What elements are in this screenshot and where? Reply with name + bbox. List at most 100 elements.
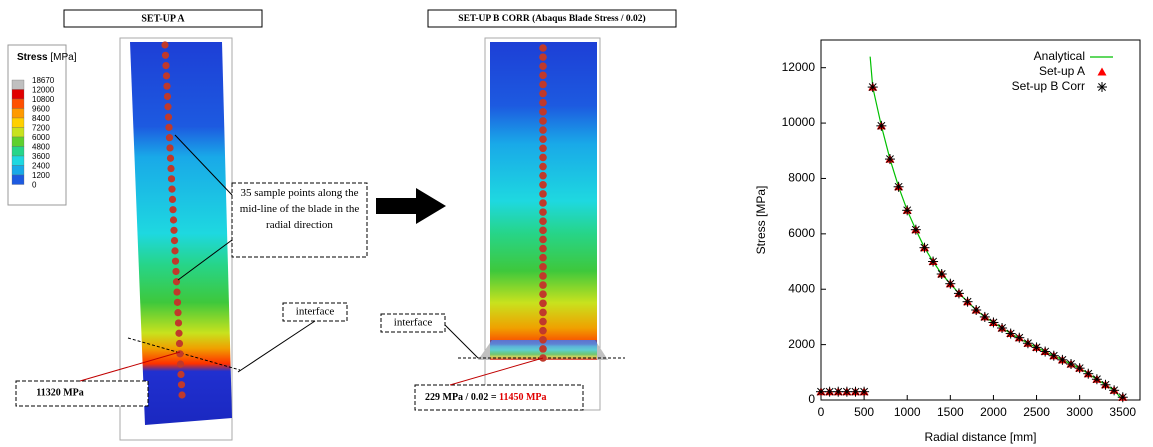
- sample-dot: [175, 330, 182, 337]
- sample-dot: [176, 340, 183, 347]
- legend-value: 7200: [32, 124, 50, 133]
- y-tick-label: 6000: [788, 226, 815, 240]
- leader: [238, 321, 315, 372]
- data-point: [902, 205, 912, 215]
- data-point: [894, 182, 904, 192]
- figure: SET-UP A SET-UP B CORR (Abaqus Blade Str…: [0, 0, 1153, 447]
- interface-label: interface: [394, 317, 433, 329]
- legend-value: 10800: [32, 95, 55, 104]
- legend-value: 12000: [32, 86, 55, 95]
- legend-label: Set-up B Corr: [1012, 79, 1085, 93]
- data-point: [1101, 380, 1111, 390]
- sample-dot: [168, 186, 175, 193]
- y-tick-label: 12000: [782, 60, 816, 74]
- interface-label: interface: [296, 306, 335, 318]
- y-tick-label: 8000: [788, 171, 815, 185]
- sample-dot: [163, 83, 170, 90]
- analytical-line: [870, 57, 1123, 400]
- data-point: [1075, 363, 1085, 373]
- legend-label: Set-up A: [1039, 64, 1085, 78]
- x-tick-label: 1000: [894, 405, 921, 419]
- data-point: [876, 121, 886, 131]
- data-point: [1109, 385, 1119, 395]
- diagram: SET-UP A SET-UP B CORR (Abaqus Blade Str…: [8, 10, 676, 440]
- sample-dot: [539, 309, 547, 317]
- data-point: [928, 257, 938, 267]
- data-point: [963, 297, 973, 307]
- sample-dot: [165, 124, 172, 131]
- sample-dot: [539, 272, 547, 280]
- legend-value: 3600: [32, 152, 50, 161]
- sample-dot: [169, 206, 176, 213]
- callout: 35 sample points along the mid-line of t…: [234, 185, 365, 255]
- data-point: [885, 154, 895, 164]
- contour-legend-title: Stress [MPa]: [17, 52, 77, 63]
- legend-swatch: [12, 128, 24, 138]
- sample-dot: [173, 288, 180, 295]
- plot-frame: [821, 40, 1140, 400]
- sample-dot: [168, 175, 175, 182]
- legend-swatch: [12, 99, 24, 109]
- data-point: [850, 387, 860, 397]
- sample-dot: [539, 299, 547, 307]
- y-tick-label: 2000: [788, 337, 815, 351]
- sample-dot: [167, 165, 174, 172]
- data-point: [868, 82, 878, 92]
- sample-dot: [178, 381, 185, 388]
- sample-dot: [165, 113, 172, 120]
- sample-dot: [539, 126, 547, 134]
- sample-dot: [174, 309, 181, 316]
- sample-dot: [539, 327, 547, 335]
- setup-b-result: 11450 MPa: [499, 392, 547, 403]
- sample-dot: [539, 281, 547, 289]
- data-point: [833, 387, 843, 397]
- data-point: [1049, 351, 1059, 361]
- sample-dot: [539, 163, 547, 171]
- data-point: [911, 225, 921, 235]
- data-point: [1083, 369, 1093, 379]
- sample-dot: [177, 361, 184, 368]
- sample-dot: [172, 268, 179, 275]
- data-point: [937, 269, 947, 279]
- sample-dot: [539, 90, 547, 98]
- legend-value: 8400: [32, 114, 50, 123]
- legend-value: 9600: [32, 105, 50, 114]
- sample-dot: [539, 181, 547, 189]
- sample-dot: [539, 117, 547, 125]
- sample-dot: [539, 217, 547, 225]
- data-point: [988, 317, 998, 327]
- legend-value: 18670: [32, 76, 55, 85]
- data-point: [1023, 338, 1033, 348]
- sample-dot: [175, 319, 182, 326]
- legend-swatch: [12, 166, 24, 176]
- data-point: [859, 387, 869, 397]
- sample-dot: [178, 391, 185, 398]
- sample-dot: [539, 44, 547, 52]
- x-tick-label: 2500: [1023, 405, 1050, 419]
- contour-legend-scale: 1867012000108009600840072006000480036002…: [12, 76, 55, 190]
- y-tick-label: 10000: [782, 115, 816, 129]
- sample-dot: [539, 81, 547, 89]
- sample-dot: [164, 93, 171, 100]
- sample-dot: [161, 41, 168, 48]
- sample-dot: [539, 208, 547, 216]
- sample-dot: [166, 134, 173, 141]
- setup-a-value: 11320 MPa: [36, 387, 84, 398]
- sample-dot: [167, 155, 174, 162]
- x-tick-label: 3500: [1109, 405, 1136, 419]
- sample-dot: [162, 62, 169, 69]
- sample-dot: [176, 350, 183, 357]
- x-tick-label: 1500: [937, 405, 964, 419]
- legend-swatch: [12, 90, 24, 100]
- sample-dot: [539, 72, 547, 80]
- setup-b-title: SET-UP B CORR (Abaqus Blade Stress / 0.0…: [458, 13, 645, 24]
- setup-b-value: 229 MPa / 0.02 = 11450 MPa: [425, 392, 547, 403]
- data-point: [945, 279, 955, 289]
- arrow: [376, 188, 446, 224]
- sample-dot: [539, 99, 547, 107]
- data-point: [1006, 329, 1016, 339]
- data-point: [919, 243, 929, 253]
- sample-dot: [539, 290, 547, 298]
- sample-dot: [539, 318, 547, 326]
- callout-text: 35 sample points along the mid-line of t…: [234, 185, 365, 233]
